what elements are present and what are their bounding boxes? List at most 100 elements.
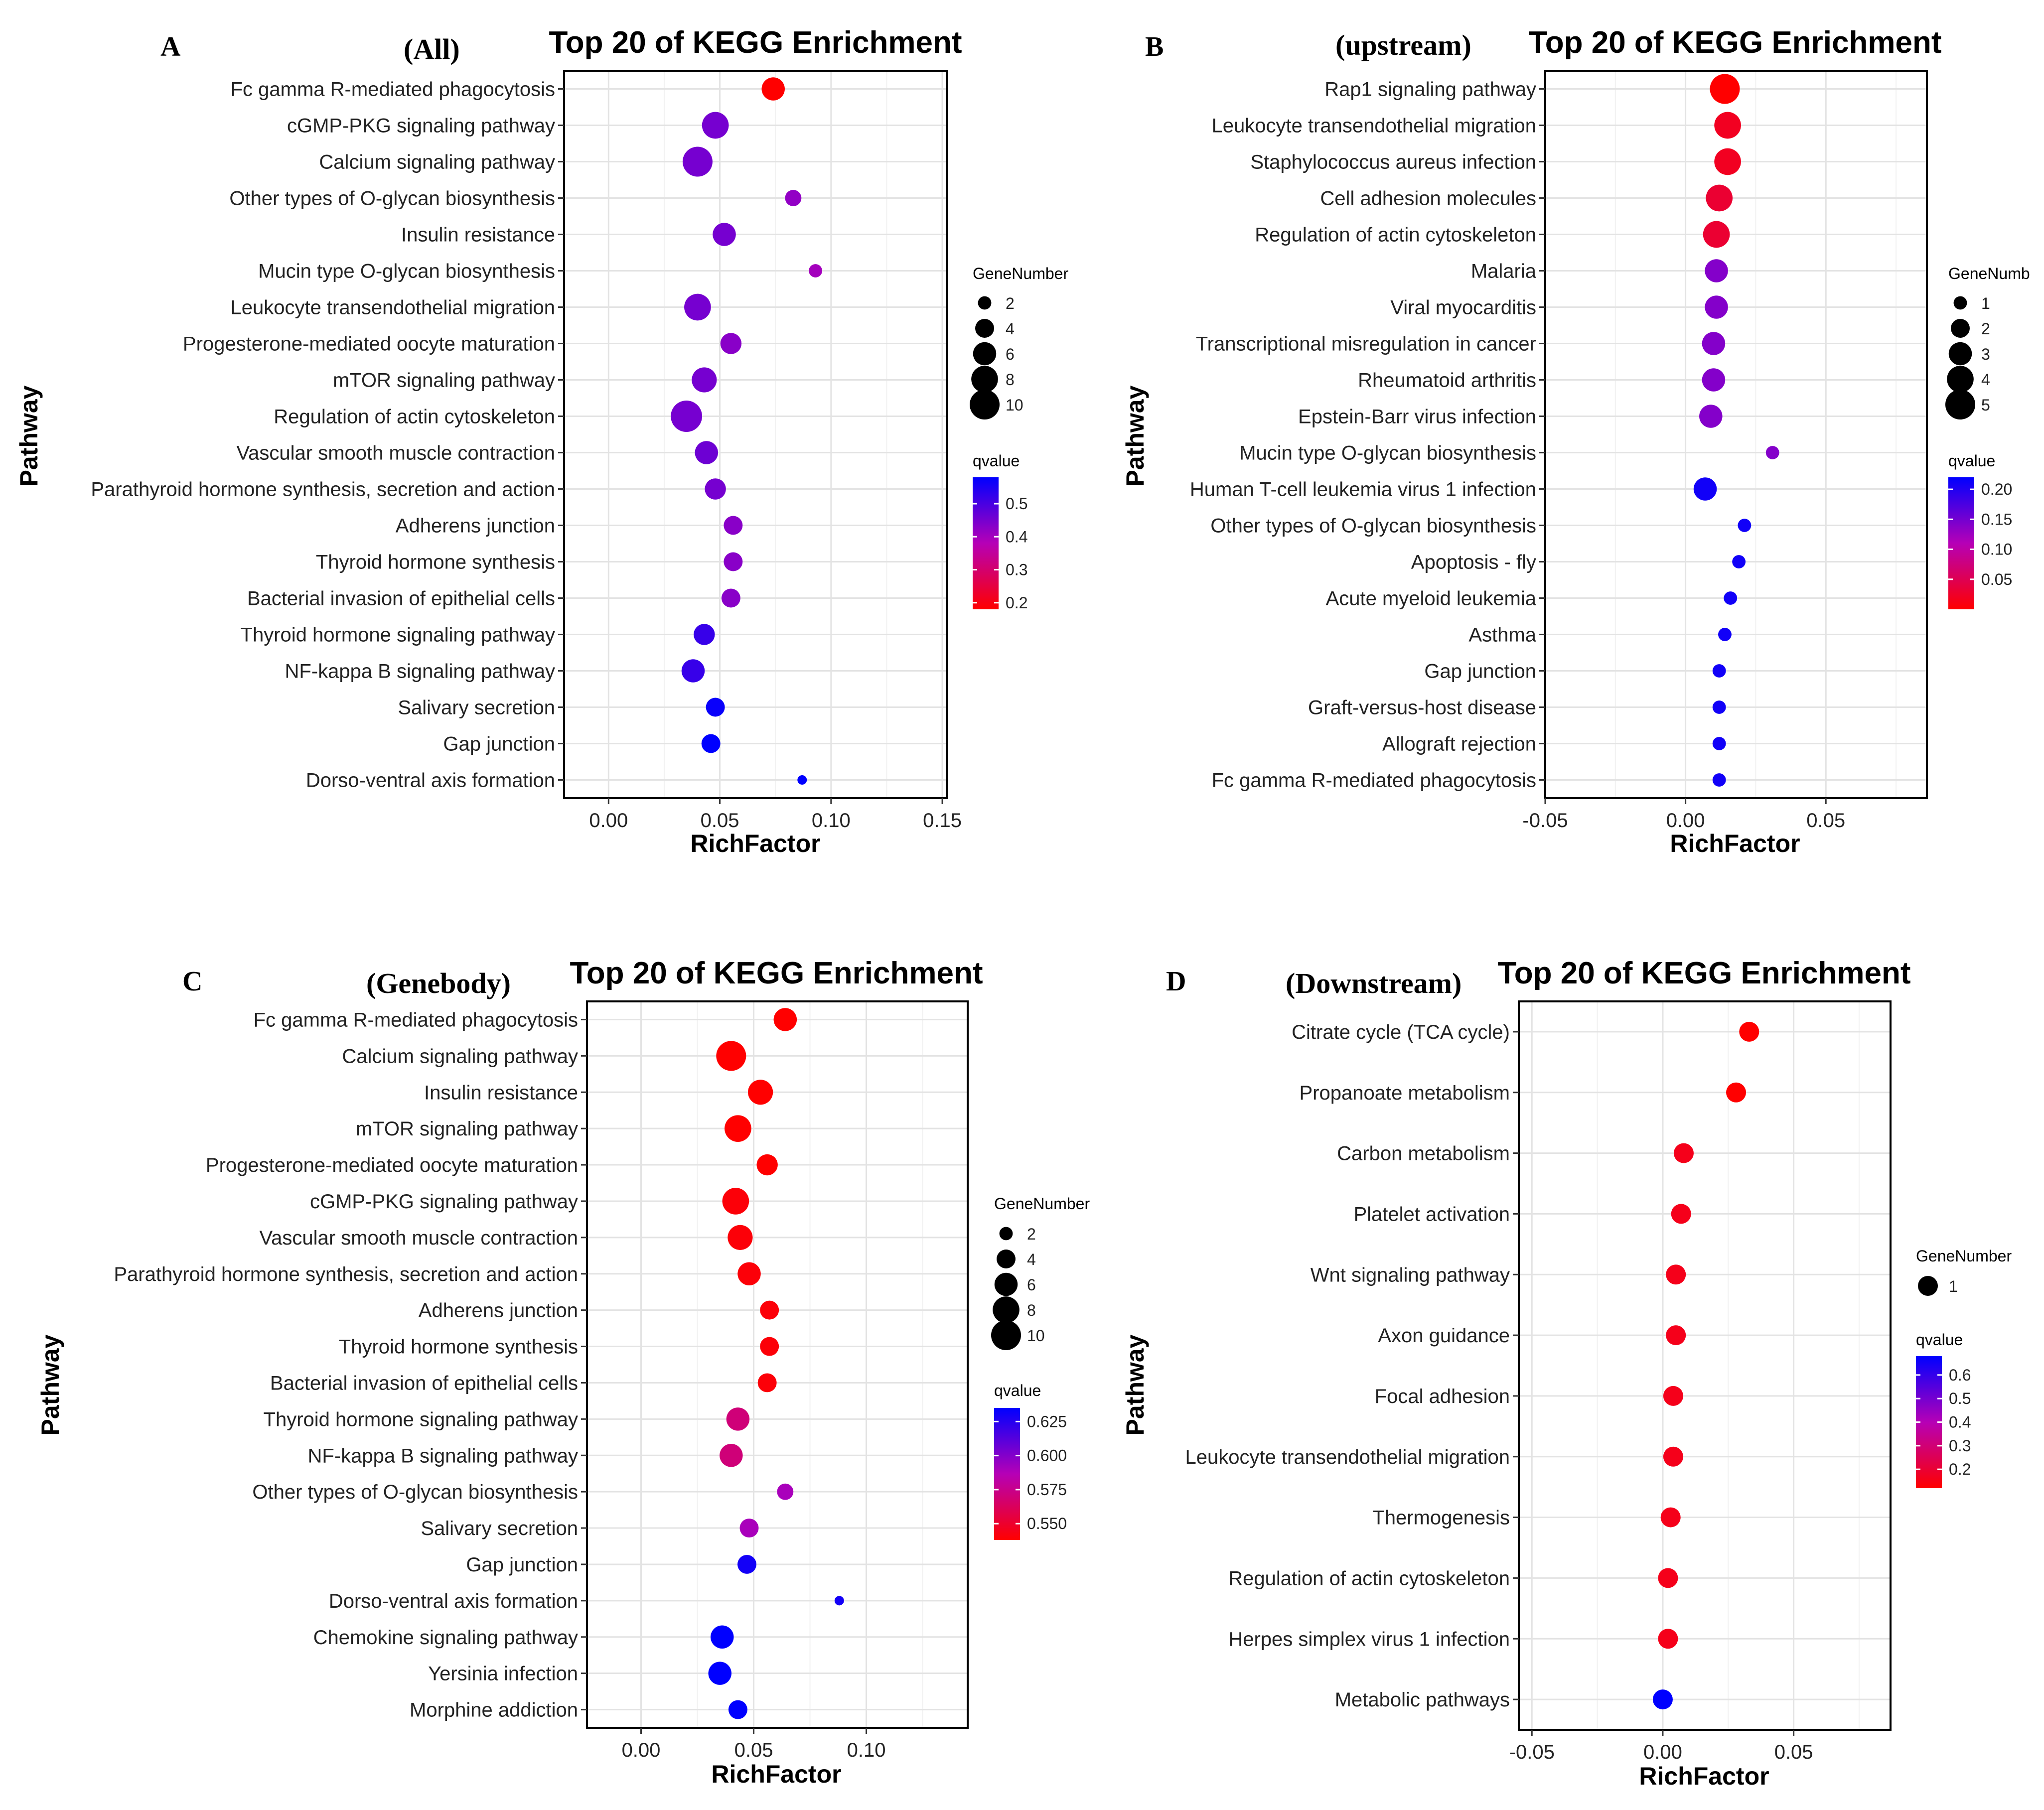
size-legend-dot bbox=[1918, 1276, 1938, 1296]
y-tick-label: Thyroid hormone synthesis bbox=[316, 552, 555, 573]
data-point bbox=[726, 1407, 750, 1431]
plot-frame bbox=[586, 1000, 969, 1729]
y-tick-label: Gap junction bbox=[1424, 661, 1536, 683]
color-legend-label: 0.2 bbox=[1949, 1460, 1971, 1478]
data-point bbox=[1739, 1021, 1759, 1042]
data-point bbox=[721, 588, 740, 608]
y-tick-label: Bacterial invasion of epithelial cells bbox=[247, 588, 555, 610]
data-point bbox=[1699, 405, 1723, 428]
x-tick-label: 0.05 bbox=[1806, 810, 1845, 832]
panel-letter: B bbox=[1145, 31, 1164, 62]
y-tick-label: Graft-versus-host disease bbox=[1308, 697, 1536, 719]
y-tick-label: Dorso-ventral axis formation bbox=[306, 770, 555, 792]
size-legend-label: 5 bbox=[1981, 396, 1990, 414]
data-point bbox=[1693, 477, 1717, 501]
y-tick-label: Calcium signaling pathway bbox=[342, 1045, 578, 1067]
y-tick-label: Leukocyte transendothelial migration bbox=[1185, 1446, 1510, 1468]
data-point bbox=[725, 1115, 751, 1142]
data-point bbox=[1765, 446, 1779, 459]
y-tick-label: Parathyroid hormone synthesis, secretion… bbox=[114, 1263, 578, 1285]
x-tick-label: 0.00 bbox=[1666, 810, 1705, 832]
plot-frame bbox=[563, 70, 948, 799]
y-tick-label: Yersinia infection bbox=[428, 1663, 578, 1685]
size-legend-dot bbox=[1947, 366, 1974, 393]
data-point bbox=[720, 1444, 743, 1467]
y-tick-label: Human T-cell leukemia virus 1 infection bbox=[1190, 479, 1536, 501]
y-tick-label: Gap junction bbox=[443, 733, 555, 755]
size-legend-dot bbox=[997, 1250, 1016, 1268]
size-legend-dot bbox=[971, 366, 998, 393]
data-point bbox=[720, 333, 742, 354]
data-point bbox=[682, 146, 713, 177]
data-point bbox=[1663, 1446, 1683, 1467]
x-tick-label: 0.15 bbox=[923, 810, 962, 832]
size-legend-label: 10 bbox=[1027, 1327, 1045, 1345]
panel-subtitle: (All) bbox=[404, 33, 460, 65]
color-legend-label: 0.10 bbox=[1981, 541, 2012, 558]
size-legend-label: 1 bbox=[1949, 1277, 1958, 1295]
data-point bbox=[1671, 1204, 1691, 1224]
data-point bbox=[1714, 112, 1741, 139]
size-legend-label: 2 bbox=[1027, 1225, 1036, 1243]
y-tick-label: Adherens junction bbox=[419, 1300, 578, 1322]
data-point bbox=[1724, 591, 1738, 605]
data-point bbox=[671, 401, 703, 432]
x-axis-title: RichFactor bbox=[690, 830, 820, 857]
data-point bbox=[757, 1373, 777, 1392]
y-axis-title: Pathway bbox=[1121, 385, 1149, 486]
data-point bbox=[756, 1154, 778, 1176]
panel-c: C (Genebody) Top 20 of KEGG Enrichment R… bbox=[36, 956, 1090, 1788]
y-tick-label: Fc gamma R-mediated phagocytosis bbox=[1212, 770, 1536, 792]
chart-title: Top 20 of KEGG Enrichment bbox=[1497, 956, 1910, 990]
data-point bbox=[1705, 259, 1728, 282]
y-tick-label: Regulation of actin cytoskeleton bbox=[274, 406, 555, 428]
panel-b: B (upstream) Top 20 of KEGG Enrichment R… bbox=[1121, 25, 2030, 857]
plot-frame bbox=[1518, 1000, 1892, 1731]
data-point bbox=[761, 77, 785, 101]
data-point bbox=[737, 1262, 761, 1285]
x-tick-label: 0.05 bbox=[734, 1739, 773, 1761]
color-legend-label: 0.4 bbox=[1006, 528, 1027, 546]
x-axis-title: RichFactor bbox=[1670, 830, 1800, 857]
data-point bbox=[694, 624, 715, 645]
color-legend-label: 0.600 bbox=[1027, 1447, 1067, 1465]
color-legend-title: qvalue bbox=[994, 1382, 1041, 1399]
panel-letter: A bbox=[160, 31, 181, 62]
data-point bbox=[809, 264, 822, 278]
y-tick-label: Herpes simplex virus 1 infection bbox=[1228, 1628, 1510, 1650]
y-tick-label: mTOR signaling pathway bbox=[356, 1118, 578, 1140]
data-point bbox=[1712, 737, 1726, 750]
y-tick-label: Insulin resistance bbox=[401, 224, 555, 246]
data-point bbox=[777, 1483, 794, 1500]
y-tick-label: Viral myocarditis bbox=[1390, 297, 1536, 319]
plot-frame bbox=[1544, 70, 1928, 799]
y-tick-label: Adherens junction bbox=[396, 515, 555, 537]
data-point bbox=[1714, 148, 1741, 175]
size-legend-label: 6 bbox=[1027, 1276, 1036, 1294]
panel-letter: D bbox=[1166, 966, 1186, 997]
data-point bbox=[1712, 773, 1726, 787]
data-point bbox=[797, 775, 807, 785]
color-legend-label: 0.05 bbox=[1981, 570, 2012, 588]
data-point bbox=[760, 1337, 779, 1356]
y-axis-title: Pathway bbox=[36, 1334, 64, 1435]
data-point bbox=[728, 1700, 747, 1719]
data-point bbox=[1705, 295, 1728, 319]
y-tick-label: Thyroid hormone signaling pathway bbox=[264, 1408, 578, 1430]
y-tick-label: mTOR signaling pathway bbox=[333, 370, 555, 392]
data-point bbox=[1706, 184, 1733, 212]
y-tick-label: Vascular smooth muscle contraction bbox=[236, 442, 555, 464]
y-tick-label: Vascular smooth muscle contraction bbox=[259, 1227, 578, 1249]
size-legend-title: GeneNumber bbox=[994, 1195, 1090, 1213]
size-legend-label: 3 bbox=[1981, 345, 1990, 363]
size-legend-dot bbox=[1948, 342, 1972, 366]
y-tick-label: Platelet activation bbox=[1353, 1203, 1510, 1225]
panel-d: D (Downstream) Top 20 of KEGG Enrichment… bbox=[1121, 956, 2012, 1790]
size-legend-label: 8 bbox=[1006, 371, 1015, 389]
y-tick-label: cGMP-PKG signaling pathway bbox=[310, 1191, 578, 1213]
chart-title: Top 20 of KEGG Enrichment bbox=[549, 25, 962, 60]
color-legend-label: 0.5 bbox=[1006, 495, 1027, 513]
data-point bbox=[1666, 1264, 1686, 1285]
y-tick-label: Mucin type O-glycan biosynthesis bbox=[258, 261, 555, 282]
